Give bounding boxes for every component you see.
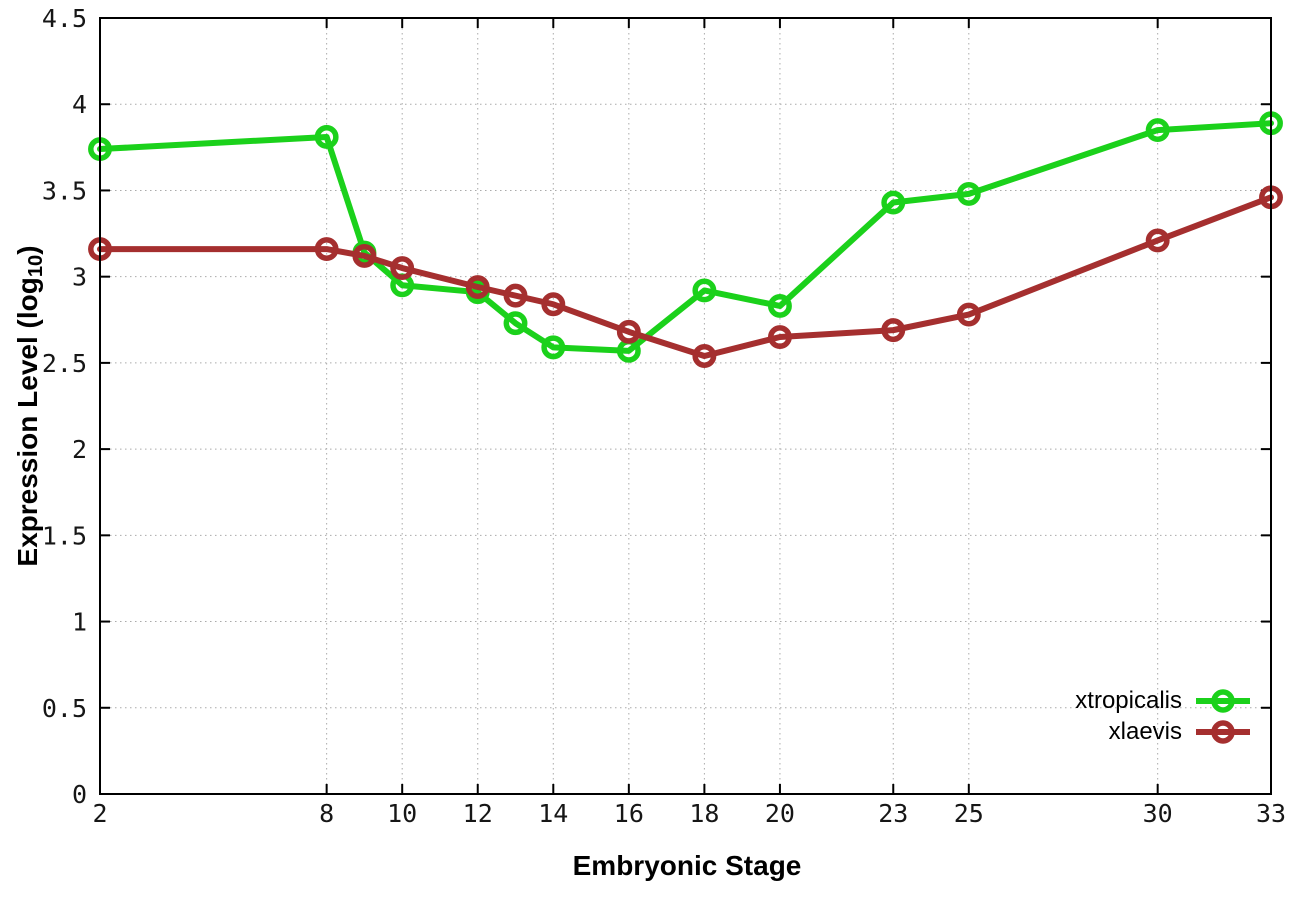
legend-marker-icon bbox=[1196, 689, 1250, 713]
x-tick-label: 20 bbox=[765, 799, 795, 828]
y-tick-label: 2 bbox=[72, 435, 87, 464]
series-xlaevis bbox=[88, 185, 1283, 368]
y-axis-title-text: Expression Level (log bbox=[11, 277, 43, 567]
data-point bbox=[314, 237, 339, 262]
x-tick-label: 25 bbox=[954, 799, 984, 828]
data-point bbox=[503, 311, 528, 336]
data-point bbox=[692, 344, 717, 368]
x-tick-label: 30 bbox=[1143, 799, 1173, 828]
data-point bbox=[956, 302, 981, 327]
data-point bbox=[390, 256, 415, 280]
data-point bbox=[881, 318, 906, 343]
data-point bbox=[881, 190, 906, 215]
y-tick-label: 2.5 bbox=[42, 349, 87, 378]
data-point bbox=[616, 319, 641, 344]
x-tick-label: 23 bbox=[878, 799, 908, 828]
data-point bbox=[767, 325, 792, 349]
y-tick-label: 4.5 bbox=[42, 4, 87, 33]
y-tick-label: 0.5 bbox=[42, 694, 87, 723]
legend-label: xlaevis bbox=[1108, 718, 1182, 745]
data-point bbox=[541, 335, 566, 360]
legend-item: xtropicalis bbox=[1075, 686, 1252, 716]
data-point bbox=[465, 275, 490, 299]
data-point bbox=[956, 181, 981, 206]
plot-border bbox=[99, 17, 1272, 795]
axis-ticks bbox=[99, 17, 1272, 795]
y-tick-label: 3 bbox=[72, 263, 87, 292]
x-tick-label: 8 bbox=[319, 799, 334, 828]
data-point bbox=[1145, 228, 1170, 253]
data-point bbox=[541, 292, 566, 317]
y-tick-label: 3.5 bbox=[42, 176, 87, 205]
y-axis-title-suffix: ) bbox=[11, 245, 43, 255]
x-axis-title: Embryonic Stage bbox=[572, 850, 802, 881]
y-axis-title: Expression Level (log10) bbox=[12, 245, 48, 566]
y-axis-title-subscript: 10 bbox=[25, 254, 48, 278]
data-point bbox=[1145, 118, 1170, 143]
y-tick-label: 0 bbox=[72, 780, 87, 809]
data-point bbox=[503, 283, 528, 308]
y-tick-label: 4 bbox=[72, 90, 87, 119]
data-point bbox=[314, 125, 339, 149]
series-xtropicalis bbox=[88, 111, 1283, 363]
x-tick-label: 2 bbox=[92, 799, 107, 828]
legend: xtropicalis xlaevis bbox=[1075, 686, 1252, 747]
data-point bbox=[767, 294, 792, 318]
data-point bbox=[692, 278, 717, 303]
legend-marker-icon bbox=[1196, 720, 1250, 744]
tick-labels: 2 8 10 12 14 16 18 20 23 25 30 33 0 0.5 1 1.5 2 2.5 3 3.5 4 4… bbox=[42, 4, 1286, 828]
legend-item: xlaevis bbox=[1075, 717, 1252, 747]
y-tick-label: 1 bbox=[72, 608, 87, 637]
gridlines bbox=[100, 18, 1271, 794]
x-tick-label: 33 bbox=[1256, 799, 1286, 828]
data-point bbox=[352, 244, 377, 268]
legend-label: xtropicalis bbox=[1075, 687, 1182, 714]
x-tick-label: 14 bbox=[538, 799, 568, 828]
x-tick-label: 10 bbox=[387, 799, 417, 828]
x-tick-label: 12 bbox=[463, 799, 493, 828]
series-line bbox=[97, 120, 1274, 354]
x-tick-label: 16 bbox=[614, 799, 644, 828]
y-tick-label: 1.5 bbox=[42, 521, 87, 550]
x-tick-label: 18 bbox=[689, 799, 719, 828]
